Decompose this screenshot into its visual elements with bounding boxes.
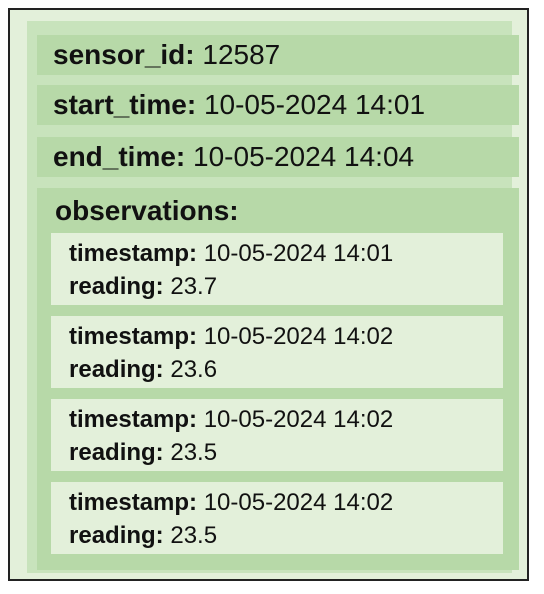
observation-timestamp: timestamp: 10-05-2024 14:01 [69,237,503,270]
timestamp-key: timestamp: [69,489,198,516]
timestamp-value: 10-05-2024 14:02 [203,323,394,350]
observation-card: timestamp: 10-05-2024 14:02 reading: 23.… [51,399,503,471]
observation-card: timestamp: 10-05-2024 14:02 reading: 23.… [51,316,503,388]
reading-value: 23.5 [170,522,218,549]
observation-timestamp: timestamp: 10-05-2024 14:02 [69,320,503,353]
start-time-field: start_time: 10-05-2024 14:01 [37,85,519,125]
end-time-field: end_time: 10-05-2024 14:04 [37,137,519,177]
observation-timestamp: timestamp: 10-05-2024 14:02 [69,486,503,519]
observations-block: observations: timestamp: 10-05-2024 14:0… [37,188,519,570]
reading-key: reading: [69,356,164,383]
reading-key: reading: [69,522,164,549]
sensor-id-value: 12587 [202,39,281,70]
sensor-id-field: sensor_id: 12587 [37,35,519,75]
timestamp-key: timestamp: [69,323,198,350]
observation-reading: reading: 23.5 [69,436,503,469]
observation-card: timestamp: 10-05-2024 14:01 reading: 23.… [51,233,503,305]
end-time-key: end_time: [53,141,186,172]
timestamp-value: 10-05-2024 14:01 [203,240,394,267]
record-frame: sensor_id: 12587 start_time: 10-05-2024 … [8,8,529,581]
observation-reading: reading: 23.7 [69,270,503,303]
sensor-id-key: sensor_id: [53,39,195,70]
reading-key: reading: [69,439,164,466]
start-time-key: start_time: [53,89,197,120]
timestamp-value: 10-05-2024 14:02 [203,406,394,433]
start-time-value: 10-05-2024 14:01 [203,89,426,120]
observation-timestamp: timestamp: 10-05-2024 14:02 [69,403,503,436]
reading-key: reading: [69,273,164,300]
timestamp-key: timestamp: [69,406,198,433]
observation-card: timestamp: 10-05-2024 14:02 reading: 23.… [51,482,503,554]
end-time-value: 10-05-2024 14:04 [193,141,415,172]
observation-reading: reading: 23.6 [69,353,503,386]
reading-value: 23.6 [170,356,218,383]
timestamp-value: 10-05-2024 14:02 [203,489,394,516]
reading-value: 23.7 [170,273,218,300]
observations-key: observations: [55,195,239,226]
record-panel: sensor_id: 12587 start_time: 10-05-2024 … [27,21,519,573]
reading-value: 23.5 [170,439,218,466]
observation-reading: reading: 23.5 [69,519,503,552]
timestamp-key: timestamp: [69,240,198,267]
